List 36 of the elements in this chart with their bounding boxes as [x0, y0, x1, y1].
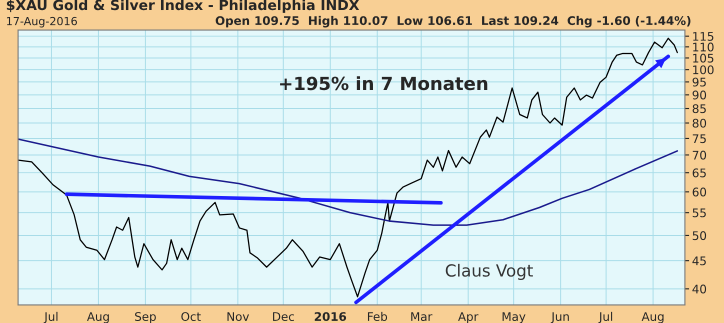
x-tick-label: Jun	[550, 312, 569, 323]
x-tick-label: Aug	[86, 312, 109, 323]
y-tick-label: 55	[692, 208, 706, 218]
y-tick-label: 100	[693, 65, 714, 74]
x-tick-label: May	[502, 312, 526, 323]
x-tick-label: Dec	[273, 312, 294, 321]
y-tick-label: 85	[692, 104, 706, 114]
x-tick-label: Oct	[181, 312, 201, 321]
y-tick-label: 110	[693, 42, 714, 52]
chart-subtitle: 17-Aug-2016	[7, 16, 77, 28]
line-series	[18, 38, 678, 298]
x-tick-label: Jul	[598, 312, 612, 323]
annotation: Claus Vogt	[446, 264, 533, 280]
y-tick-label: 65	[692, 168, 706, 178]
y-tick-label: 90	[692, 90, 706, 100]
y-tick-label: 70	[692, 150, 706, 160]
text: Open 109.75 High 110.07 Low 106.61 Last 109.24 Chg -1.60 (-1.44%)	[216, 16, 690, 28]
y-tick-label: 75	[692, 134, 706, 144]
y-tick-label: 50	[692, 231, 706, 240]
x-tick-label: Aug	[642, 312, 664, 323]
y-tick-label: 80	[692, 118, 706, 128]
line-series	[18, 138, 678, 226]
y-tick-label: 60	[692, 188, 706, 196]
annotation: +195% in 7 Monaten	[280, 76, 488, 90]
x-tick-label: Apr	[458, 312, 478, 323]
y-tick-label: 40	[692, 284, 706, 294]
x-tick-label: Nov	[227, 312, 250, 321]
y-tick-label: 95	[692, 78, 706, 87]
y-tick-label: 115	[693, 32, 714, 41]
x-tick-label: 2016	[314, 312, 346, 321]
x-tick-label: Sep	[135, 312, 156, 323]
x-tick-label: Jul	[44, 312, 58, 323]
x-tick-label: Feb	[368, 312, 388, 321]
x-tick-label: Mar	[411, 312, 432, 321]
y-tick-label: 45	[692, 256, 706, 266]
y-tick-label: 105	[693, 54, 714, 63]
